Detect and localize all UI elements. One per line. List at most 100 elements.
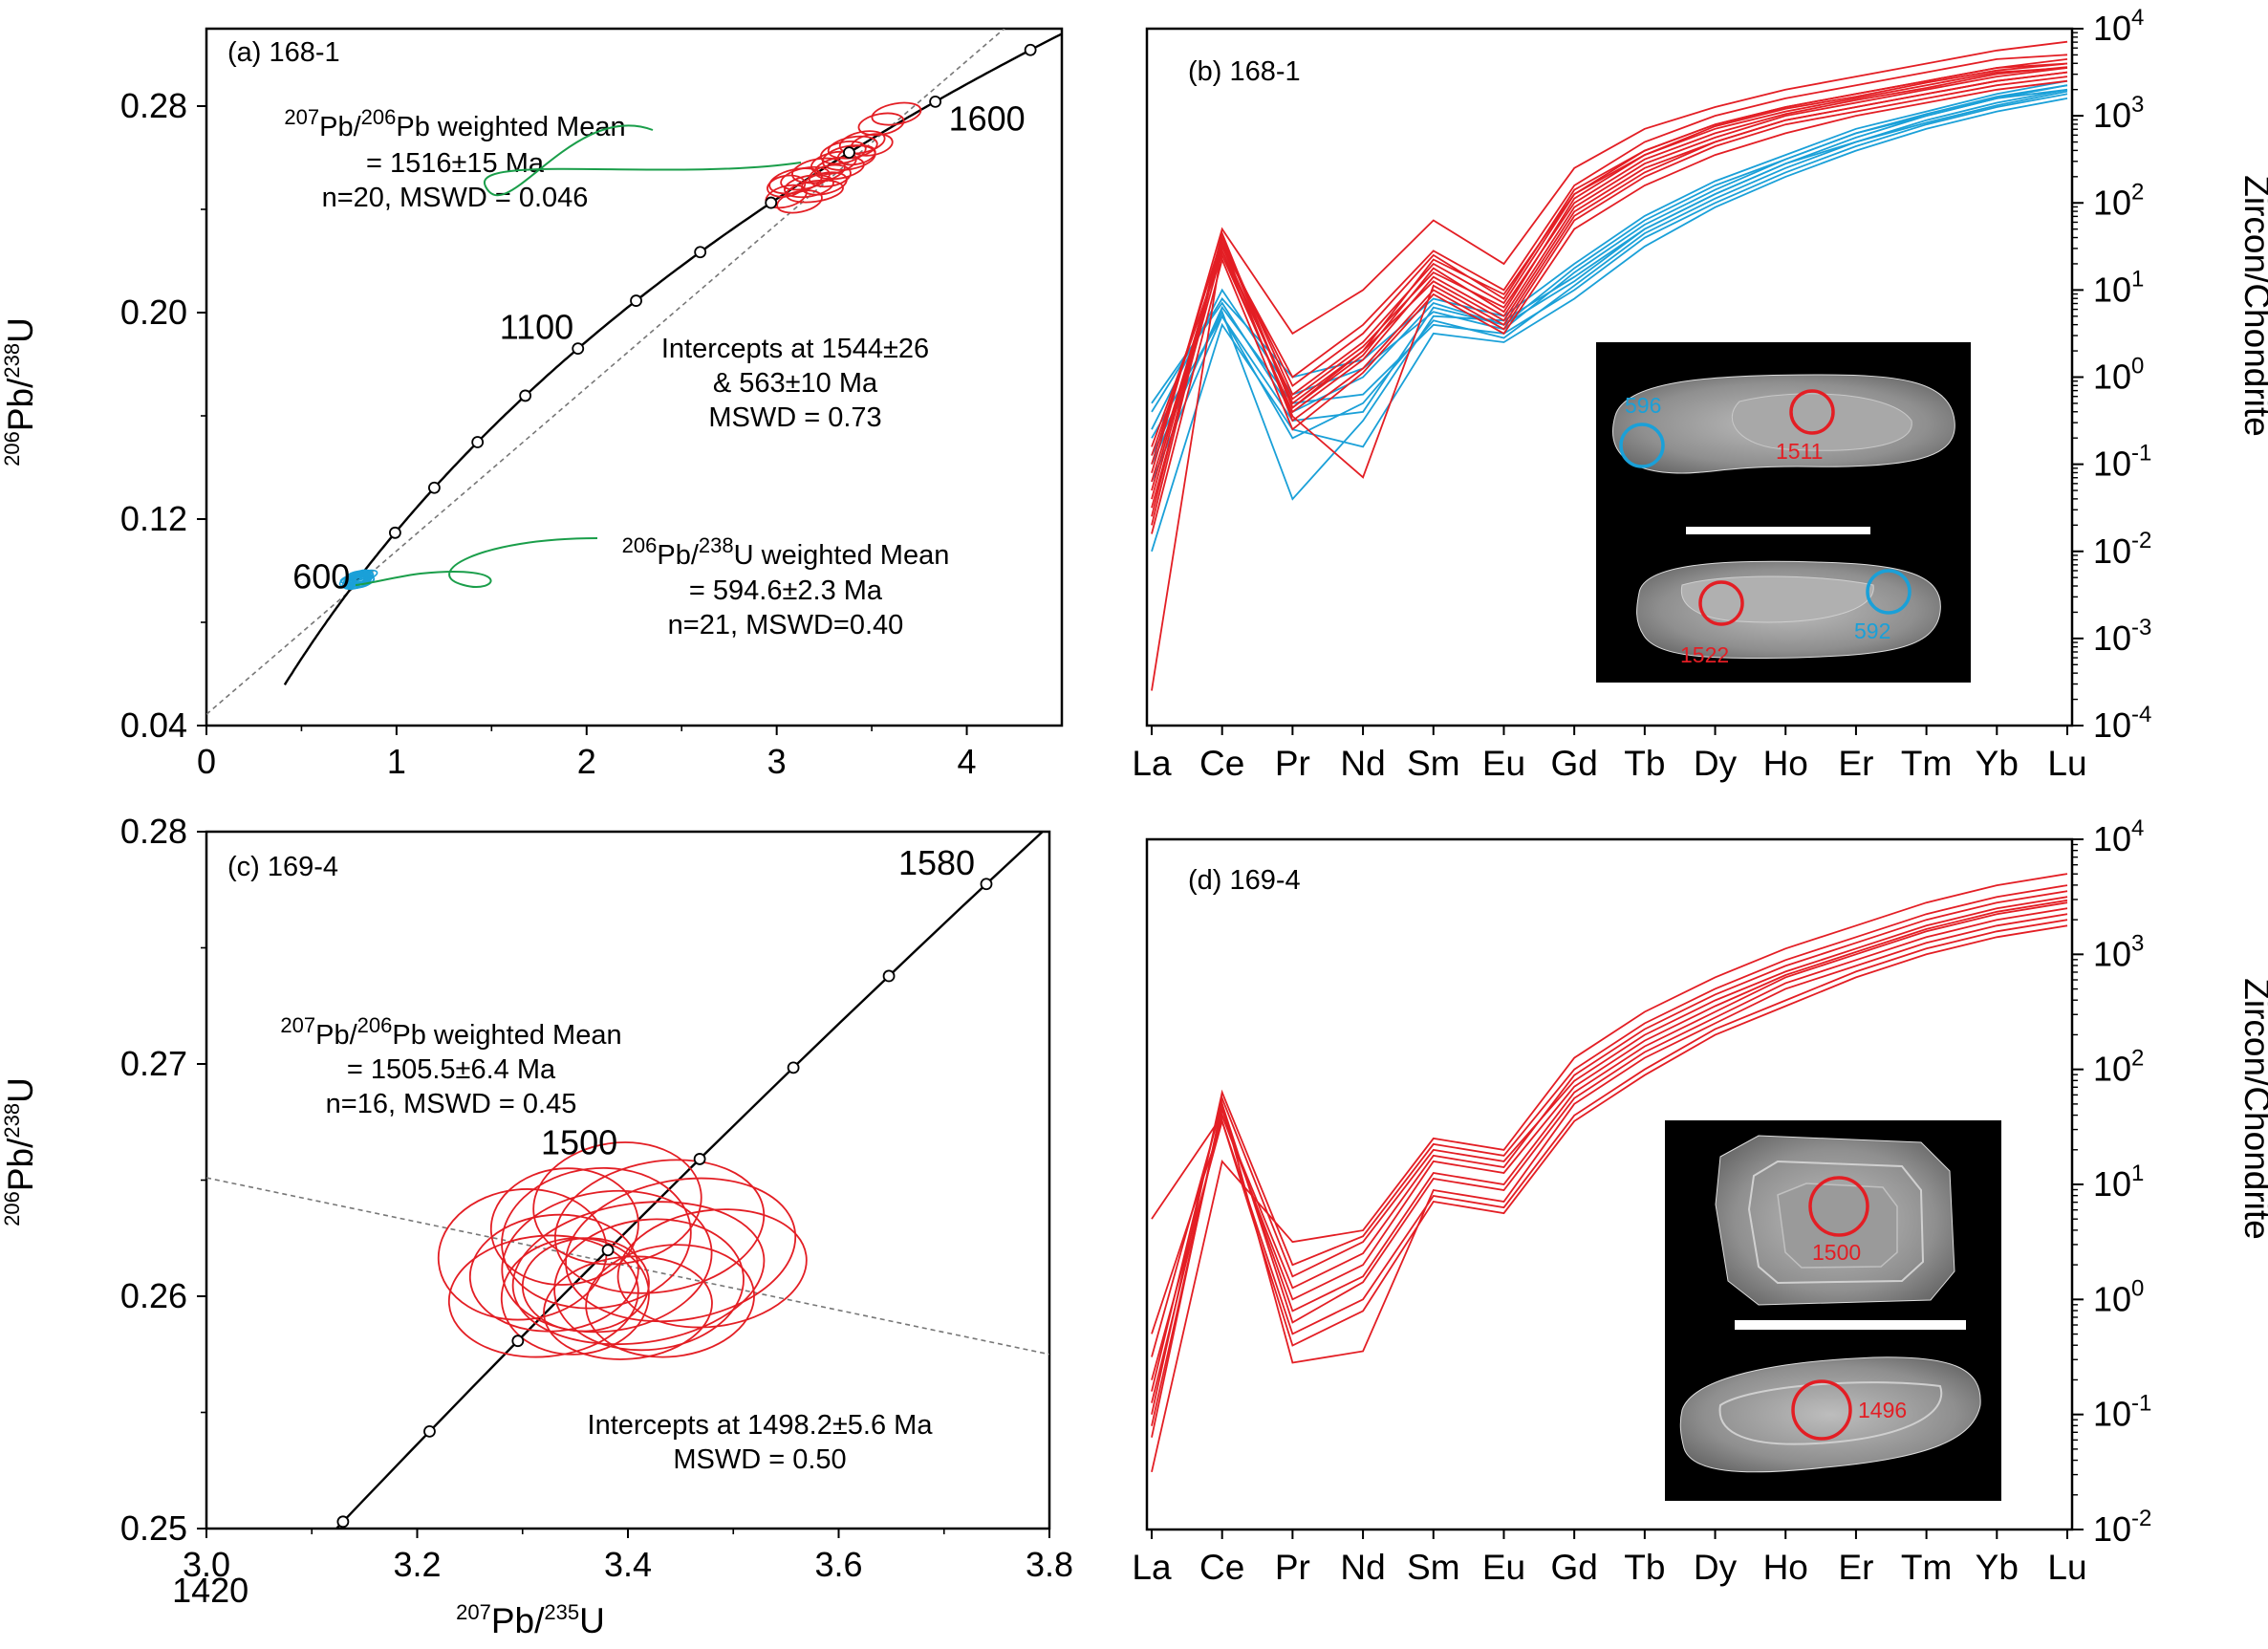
c-concordia-curve	[335, 832, 1045, 1529]
b-series-red-4	[1151, 67, 2068, 447]
d-series-red-7	[1151, 907, 2068, 1438]
panel-c-pbpb-mean-line3: n=16, MSWD = 0.45	[326, 1089, 577, 1119]
c-age-mark-1560	[882, 969, 896, 983]
a-age-mark-1400	[765, 196, 778, 209]
panel-d-ylabel: Zircon/Chondrite	[2237, 978, 2268, 1240]
b-ytick-label-2: 102	[2093, 179, 2144, 222]
d-xtick-label-La: La	[1132, 1548, 1172, 1587]
b-ytick-label--2: 10-2	[2093, 528, 2151, 571]
panel-a-pbpb-mean-line3: n=20, MSWD = 0.046	[322, 183, 589, 213]
a-ytick-label-2: 0.20	[120, 293, 187, 332]
d-ytick-label--2: 10-2	[2093, 1506, 2151, 1549]
panel-a-concordia: 600 1100 1600 0 1 2 3 4 0.04 0.12 0.20 0.28 (a) 168…	[120, 27, 1064, 781]
panel-a-label: (a) 168-1	[227, 37, 340, 68]
b-xtick-label-Lu: Lu	[2047, 744, 2086, 783]
a-age-mark-1700	[1024, 43, 1037, 56]
panel-a-pbpb-leader-line	[483, 124, 802, 197]
panel-a-upb-mean-line3: n=21, MSWD=0.40	[668, 610, 904, 640]
b-series-red-5	[1151, 79, 2068, 534]
d-xtick-label-Tm: Tm	[1901, 1548, 1952, 1587]
a-ytick-label-1: 0.12	[120, 499, 187, 538]
b-series-blue-5	[1151, 88, 2068, 501]
b-xtick-label-Ho: Ho	[1763, 744, 1808, 783]
d-ytick-label-0: 100	[2093, 1275, 2144, 1318]
c-age-mark-1440	[336, 1515, 350, 1529]
panel-a-upb-mean-line2: = 594.6±2.3 Ma	[689, 575, 883, 606]
c-age-mark-1520	[693, 1153, 706, 1165]
c-ytick-label-0: 0.25	[120, 1508, 187, 1548]
d-series-red-3	[1151, 873, 2068, 1472]
panel-d-spot-label-1500: 1500	[1812, 1240, 1861, 1265]
c-ellipse-red-10	[489, 1167, 639, 1286]
c-age-mark-1420	[253, 1606, 264, 1616]
d-series-red-8	[1151, 924, 2068, 1380]
c-ytick-label-3: 0.28	[120, 812, 187, 851]
a-xtick-label-4: 4	[958, 742, 977, 781]
b-xtick-label-Eu: Eu	[1482, 744, 1525, 783]
c-ellipse-red-13	[585, 1244, 755, 1358]
d-xtick-label-Tb: Tb	[1624, 1548, 1665, 1587]
a-ellipse-red-4	[776, 189, 823, 214]
b-xtick-label-Tb: Tb	[1624, 744, 1665, 783]
d-xtick-label-Ho: Ho	[1763, 1548, 1808, 1587]
panel-d-zircon-zoning-1	[1747, 1160, 1925, 1285]
d-ytick-label-4: 104	[2093, 815, 2144, 858]
d-series-red-4	[1151, 919, 2068, 1335]
a-ellipse-red-6	[785, 179, 844, 204]
a-age-mark-1500	[843, 146, 855, 160]
b-series-red-2	[1151, 76, 2068, 500]
b-xtick-label-Sm: Sm	[1407, 744, 1460, 783]
panel-a-upb-mean-line1: 206Pb/238U weighted Mean	[622, 533, 950, 571]
panel-a-intercepts-line3: MSWD = 0.73	[708, 402, 881, 433]
b-ytick-label--1: 10-1	[2093, 441, 2151, 484]
b-ytick-label-3: 103	[2093, 92, 2144, 135]
d-xtick-label-Lu: Lu	[2047, 1548, 2086, 1587]
a-age-mark-1000	[519, 389, 532, 402]
d-series-red-2	[1151, 899, 2068, 1301]
c-age-mark-1500	[601, 1244, 615, 1257]
panel-b-cl-inset: 596 1511 1522 592	[1596, 342, 1971, 683]
c-age-label-1500: 1500	[541, 1123, 617, 1162]
a-xtick-label-1: 1	[387, 742, 406, 781]
b-xtick-label-Pr: Pr	[1275, 744, 1310, 783]
a-age-label-600: 600	[292, 557, 350, 597]
panel-a-upb-leader-line	[355, 537, 598, 588]
c-ellipse-red-8	[501, 1166, 692, 1310]
panel-c-pbpb-mean-line2: = 1505.5±6.4 Ma	[347, 1054, 556, 1085]
a-ellipse-red-9	[808, 163, 852, 188]
b-xtick-label-Yb: Yb	[1976, 744, 2019, 783]
b-xtick-label-Nd: Nd	[1340, 744, 1385, 783]
c-age-mark-1480	[511, 1334, 525, 1348]
panel-c-label: (c) 169-4	[227, 852, 338, 882]
d-xtick-label-Pr: Pr	[1275, 1548, 1310, 1587]
a-discordia-line	[206, 29, 1005, 715]
b-ytick-label--4: 10-4	[2093, 702, 2151, 745]
d-ytick-label-2: 102	[2093, 1046, 2144, 1089]
panel-b-zircon-core-1	[1731, 393, 1912, 451]
d-series-red-9	[1151, 884, 2068, 1415]
b-xtick-label-Er: Er	[1838, 744, 1873, 783]
panel-b-spot-label-592: 592	[1854, 618, 1890, 643]
panel-d-spot-1500	[1808, 1176, 1869, 1237]
b-series-blue-7	[1151, 90, 2068, 483]
a-ytick-label-0: 0.04	[120, 705, 187, 745]
c-xtick-label-1: 3.2	[393, 1545, 441, 1584]
d-ytick-label-3: 103	[2093, 930, 2144, 973]
panel-b-spot-596	[1619, 423, 1665, 468]
c-ellipse-red-4	[565, 1177, 797, 1323]
a-age-label-1100: 1100	[500, 308, 573, 347]
panel-b-scale-bar	[1686, 527, 1870, 534]
a-ytick-label-3: 0.28	[120, 86, 187, 125]
a-age-mark-700	[388, 526, 401, 539]
panel-b-ylabel: Zircon/Chondrite	[2237, 175, 2268, 437]
c-ellipse-red-2	[553, 1218, 745, 1352]
c-ellipse-red-11	[511, 1201, 766, 1346]
b-xtick-label-La: La	[1132, 744, 1172, 783]
a-age-mark-1600	[929, 95, 942, 108]
c-age-label-1420: 1420	[172, 1571, 248, 1610]
panel-d-label: (d) 169-4	[1188, 865, 1301, 896]
b-series-red-8	[1151, 40, 2068, 473]
